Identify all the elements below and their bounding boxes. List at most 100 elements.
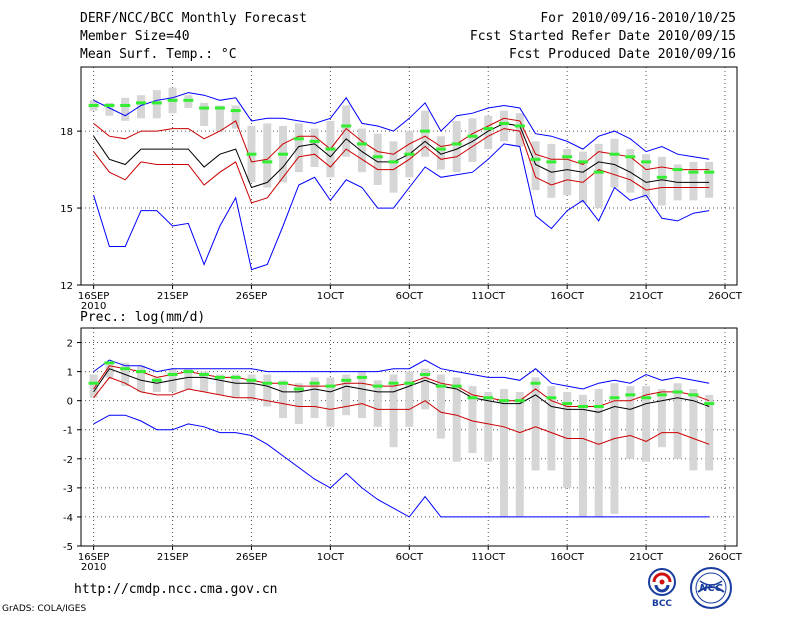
prec-member-marker-5 <box>167 373 178 377</box>
temp-range-box-23 <box>452 120 461 173</box>
prec-xtick-label-8: 26OCT <box>708 552 743 563</box>
prec-range-box-33 <box>610 383 619 515</box>
temp-member-marker-22 <box>435 147 446 151</box>
prec-range-box-7 <box>200 371 209 392</box>
prec-ytick-label-1: -4 <box>63 513 73 524</box>
prec-xtick-label-0: 16SEP <box>78 552 109 563</box>
temp-member-marker-24 <box>467 134 478 138</box>
temp-xtick-label-8: 26OCT <box>708 291 743 302</box>
prec-lower-line <box>93 376 710 445</box>
prec-member-marker-15 <box>325 384 336 388</box>
prec-member-marker-2 <box>120 367 131 371</box>
prec-range-box-1 <box>105 362 114 378</box>
prec-member-marker-6 <box>183 370 194 374</box>
temp-member-marker-31 <box>577 160 588 164</box>
prec-member-marker-38 <box>688 393 699 397</box>
prec-range-box-9 <box>231 374 240 398</box>
prec-range-box-35 <box>642 386 651 462</box>
temp-range-box-32 <box>594 143 603 209</box>
temp-member-marker-30 <box>562 155 573 159</box>
prec-max-line <box>93 359 710 390</box>
temp-range-box-31 <box>578 151 587 203</box>
temp-range-box-3 <box>136 95 145 119</box>
prec-member-marker-34 <box>625 393 636 397</box>
precipitation-panel: -5 -4 -3 -2 -1 0 1 2 16SEP 21SEP 26SEP 1OCT 6OCT 11OC… <box>63 327 743 573</box>
prec-member-marker-37 <box>672 390 683 394</box>
prec-range-box-34 <box>626 386 635 459</box>
prec-member-marker-18 <box>372 384 383 388</box>
prec-ytick-label-2: -3 <box>63 484 73 495</box>
temp-range-box-27 <box>515 113 524 147</box>
temp-range-box-25 <box>484 115 493 150</box>
temp-member-marker-8 <box>214 106 225 110</box>
temp-member-marker-20 <box>404 152 415 156</box>
prec-range-box-24 <box>468 386 477 453</box>
temp-member-marker-9 <box>230 109 241 113</box>
prec-range-box-37 <box>673 383 682 459</box>
prec-range-box-6 <box>184 368 193 390</box>
prec-range-box-39 <box>705 394 714 471</box>
prec-range-box-22 <box>436 374 445 439</box>
prec-ytick-label-5: 0 <box>67 397 73 408</box>
prec-member-marker-19 <box>388 381 399 385</box>
prec-member-marker-27 <box>514 399 525 403</box>
temp-member-marker-18 <box>372 155 383 159</box>
temp-member-marker-12 <box>278 152 289 156</box>
temp-member-marker-14 <box>309 139 320 143</box>
prec-xtick-label-5: 11OCT <box>471 552 506 563</box>
member-size-label: Member Size=40 <box>80 29 190 44</box>
prec-range-box-8 <box>215 374 224 395</box>
temp-range-box-8 <box>215 105 224 132</box>
prec-member-marker-24 <box>467 396 478 400</box>
temp-max-line <box>93 92 710 160</box>
chart-title: DERF/NCC/BCC Monthly Forecast <box>80 11 307 26</box>
temp-xtick-label-2: 26SEP <box>236 291 267 302</box>
temp-range-box-2 <box>121 97 130 121</box>
temp-member-marker-39 <box>704 170 715 174</box>
prec-member-marker-14 <box>309 381 320 385</box>
temp-member-marker-3 <box>135 101 146 105</box>
temp-range-box-18 <box>373 133 382 185</box>
prec-xtick-label-7: 21OCT <box>629 552 664 563</box>
temp-range-box-22 <box>436 136 445 170</box>
temp-range-box-13 <box>294 123 303 173</box>
prec-member-marker-32 <box>593 404 604 408</box>
temp-range-box-16 <box>342 105 351 157</box>
temp-range-box-38 <box>689 161 698 201</box>
prec-member-marker-8 <box>214 375 225 379</box>
temp-member-marker-6 <box>183 98 194 102</box>
prec-year-label: 2010 <box>81 562 106 573</box>
prec-range-box-30 <box>563 391 572 488</box>
prec-range-box-14 <box>310 377 319 419</box>
prec-ytick-label-7: 2 <box>67 339 73 350</box>
temp-upper-line <box>93 117 710 171</box>
prec-member-marker-10 <box>246 378 257 382</box>
prec-member-marker-26 <box>499 399 510 403</box>
prec-ytick-label-4: -1 <box>63 426 73 437</box>
precipitation-variable-label: Prec.: log(mm/d) <box>80 310 206 325</box>
footer-url-link[interactable]: http://cmdp.ncc.cma.gov.cn <box>74 582 278 597</box>
temperature-variable-label: Mean Surf. Temp.: °C <box>80 47 237 62</box>
prec-range-box-29 <box>547 386 556 471</box>
prec-range-box-10 <box>247 374 256 401</box>
prec-member-marker-29 <box>546 396 557 400</box>
temp-member-marker-28 <box>530 157 541 161</box>
temp-xtick-label-5: 11OCT <box>471 291 506 302</box>
prec-member-marker-12 <box>278 381 289 385</box>
temp-range-box-36 <box>657 156 666 206</box>
temp-member-marker-29 <box>546 160 557 164</box>
prec-member-marker-25 <box>483 396 494 400</box>
prec-ytick-label-0: -5 <box>63 542 73 553</box>
prec-upper-line <box>93 365 710 407</box>
prec-member-marker-11 <box>262 381 273 385</box>
prec-member-marker-20 <box>404 381 415 385</box>
prec-range-box-18 <box>373 380 382 427</box>
temp-member-marker-11 <box>262 160 273 164</box>
prec-min-line <box>93 414 710 518</box>
temp-member-marker-5 <box>167 98 178 102</box>
temp-ytick-label-2: 18 <box>60 127 73 138</box>
ncc-logo-icon: NCC <box>690 567 732 609</box>
temp-range-box-1 <box>105 102 114 116</box>
prec-mean-line <box>93 368 710 413</box>
prec-range-box-16 <box>342 374 351 416</box>
